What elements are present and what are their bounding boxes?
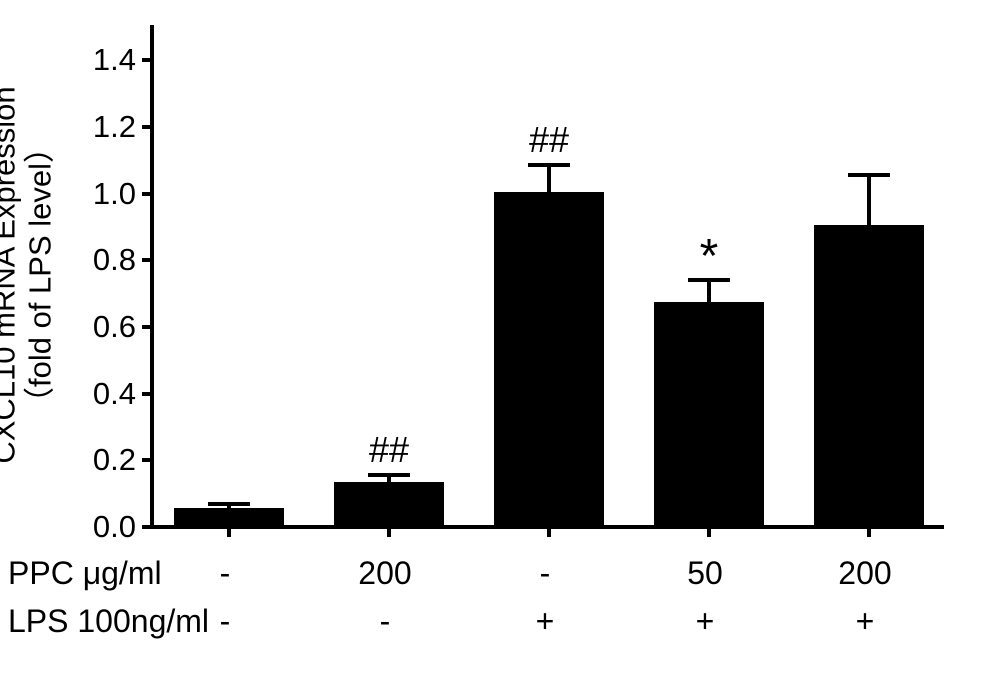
condition-cell: + [696, 603, 715, 640]
condition-cell: + [856, 603, 875, 640]
conditions-table: PPC μg/ml-200-50200LPS 100ng/ml--+++ [0, 555, 1000, 651]
y-tick-mark [142, 125, 154, 129]
error-bar-stem [547, 165, 551, 192]
condition-unit: 100ng/ml [77, 603, 209, 639]
condition-name: LPS [8, 603, 68, 639]
y-tick-label: 1.4 [93, 42, 136, 78]
y-tick: 1.4 [93, 42, 154, 78]
condition-cell: 200 [358, 555, 411, 592]
condition-cell: + [536, 603, 555, 640]
y-axis-title-line1: CXCL10 mRNA Expression [0, 86, 22, 463]
bar [654, 302, 764, 525]
condition-cell: - [380, 603, 391, 640]
error-bar [368, 475, 410, 482]
error-bar-cap [208, 502, 250, 506]
x-tick [227, 525, 231, 537]
y-tick-mark [142, 458, 154, 462]
bar [814, 225, 924, 525]
error-bar-cap [848, 173, 890, 177]
plot-area: 0.00.20.40.60.81.01.21.4####* [150, 25, 944, 529]
condition-row: PPC μg/ml - 200 - 50 200 [0, 555, 1000, 603]
y-tick-label: 0.2 [93, 442, 136, 478]
condition-unit: μg/ml [83, 555, 162, 591]
bar [174, 508, 284, 525]
x-tick [387, 525, 391, 537]
significance-label: ## [369, 429, 409, 471]
y-tick-mark [142, 258, 154, 262]
y-tick-label: 0.0 [93, 509, 136, 545]
error-bar-cap [528, 163, 570, 167]
x-tick [547, 525, 551, 537]
x-tick [707, 525, 711, 537]
y-axis-title: CXCL10 mRNA Expression （fold of LPS leve… [0, 86, 58, 463]
condition-cell: - [220, 555, 231, 592]
y-tick: 0.4 [93, 376, 154, 412]
significance-label: * [700, 229, 719, 284]
bar [494, 192, 604, 525]
error-bar-cap [368, 473, 410, 477]
y-tick: 0.6 [93, 309, 154, 345]
y-tick-mark [142, 325, 154, 329]
condition-row-label: PPC μg/ml [8, 555, 162, 592]
condition-cell: - [220, 603, 231, 640]
y-tick-mark [142, 192, 154, 196]
y-tick-label: 0.4 [93, 376, 136, 412]
error-bar [848, 175, 890, 225]
error-bar-stem [867, 175, 871, 225]
y-tick-label: 0.6 [93, 309, 136, 345]
y-tick-mark [142, 525, 154, 529]
y-tick: 0.2 [93, 442, 154, 478]
y-tick-mark [142, 392, 154, 396]
error-bar [208, 504, 250, 508]
y-axis-title-line2: （fold of LPS level） [22, 86, 58, 463]
x-tick [867, 525, 871, 537]
bar [334, 482, 444, 525]
condition-cell: 50 [687, 555, 723, 592]
y-tick-label: 1.0 [93, 176, 136, 212]
y-tick: 0.8 [93, 242, 154, 278]
y-tick-label: 0.8 [93, 242, 136, 278]
y-tick: 1.0 [93, 176, 154, 212]
condition-cell: 200 [838, 555, 891, 592]
condition-row-label: LPS 100ng/ml [8, 603, 209, 640]
y-tick-label: 1.2 [93, 109, 136, 145]
significance-label: ## [529, 119, 569, 161]
y-tick-mark [142, 58, 154, 62]
condition-name: PPC [8, 555, 74, 591]
error-bar [528, 165, 570, 192]
y-tick: 0.0 [93, 509, 154, 545]
y-tick: 1.2 [93, 109, 154, 145]
condition-cell: - [540, 555, 551, 592]
condition-row: LPS 100ng/ml--+++ [0, 603, 1000, 651]
figure: CXCL10 mRNA Expression （fold of LPS leve… [0, 0, 1000, 683]
